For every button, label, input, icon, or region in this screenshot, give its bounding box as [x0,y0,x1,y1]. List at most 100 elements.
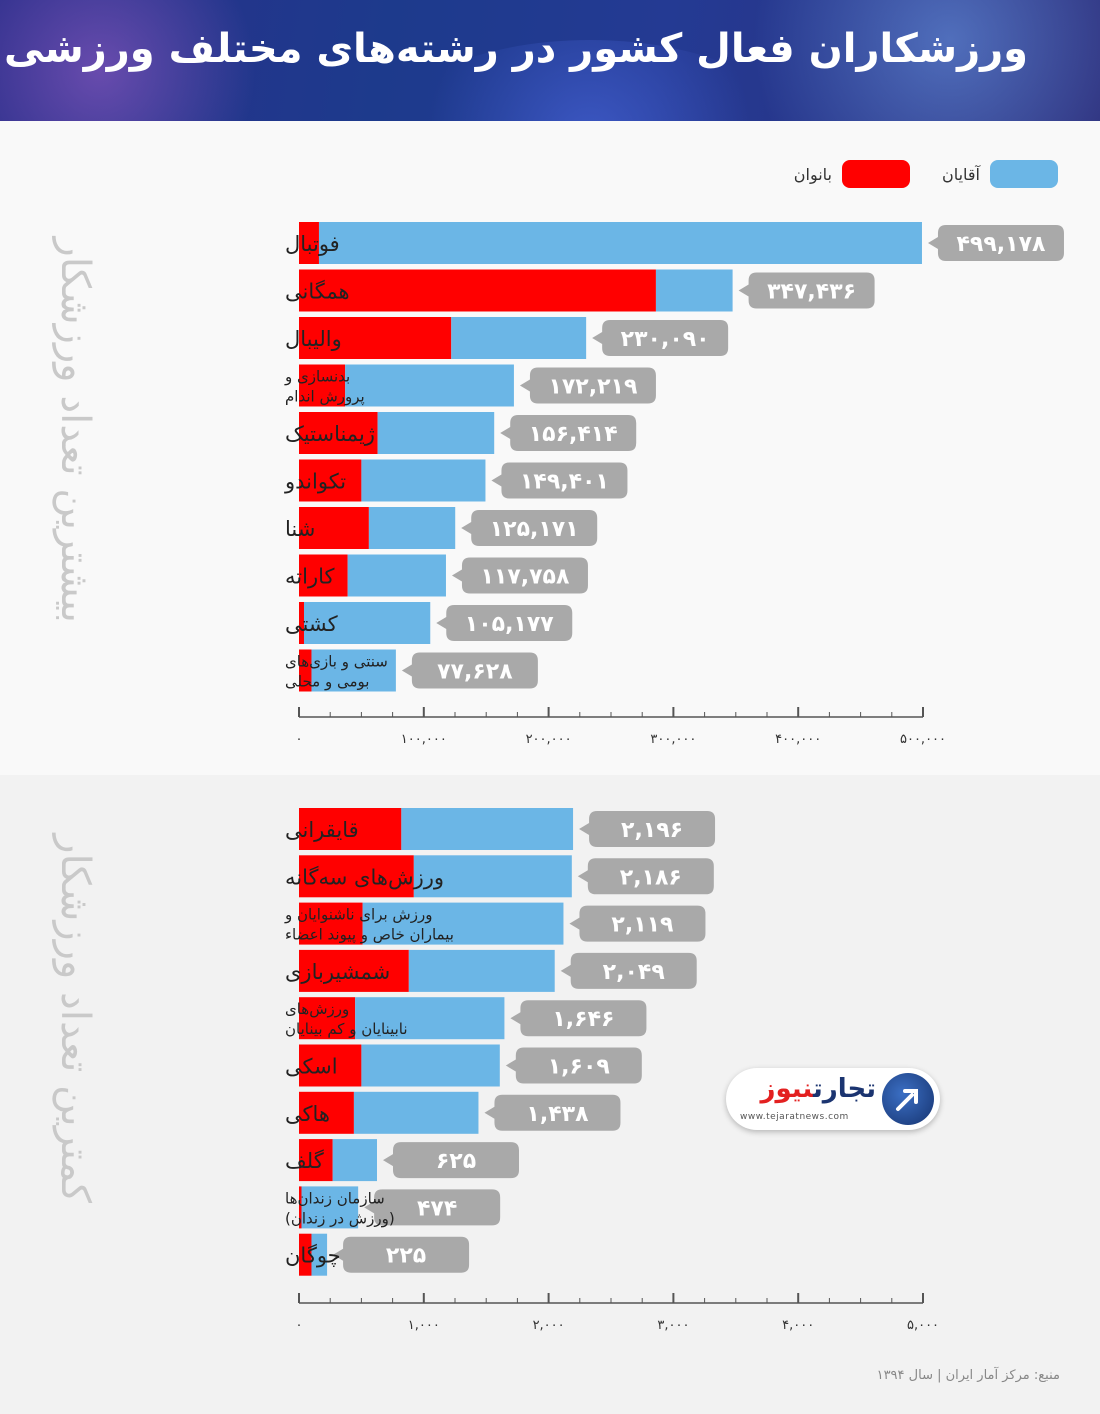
bar-men-6 [361,1044,500,1087]
header-decoration [700,0,1100,121]
bar-women-1 [299,808,402,850]
value-callout-3 [592,320,729,356]
category-label-4: بدنسازی و پرورش اندام [284,368,365,407]
data-label-5: ۱,۶۴۶ [552,1007,614,1032]
x-tick-label-4: ۳۰۰,۰۰۰ [650,732,696,747]
bar-women-3 [299,902,363,945]
logo-text-part1: تجارت [813,1074,876,1104]
value-callout-7 [461,510,598,546]
category-label-line: بومی و محلی [285,673,369,691]
logo-text-part2: نیوز [760,1074,814,1104]
category-label-4: شمشیربازی [285,960,390,984]
data-label-1: ۴۹۹,۱۷۸ [957,232,1046,257]
bar-women-10 [299,1233,312,1276]
data-label-4: ۱۷۲,۲۱۹ [548,375,637,400]
bar-men-10 [311,1233,328,1276]
x-tick-label-3: ۲۰۰,۰۰۰ [526,732,572,747]
bar-women-9 [299,602,304,644]
data-label-4: ۲,۰۴۹ [603,960,665,985]
category-label-9: کشتی [285,612,338,636]
category-label-6: اسکی [285,1055,338,1079]
legend-women: بانوان [794,160,910,188]
bar-men-7 [353,1091,479,1134]
value-callout-8 [383,1142,519,1179]
legend-women-label: بانوان [793,164,832,184]
category-label-line: ورزش برای ناشنوایان و [284,906,432,924]
category-label-3: والیبال [285,327,342,351]
bar-men-4 [345,364,514,407]
data-label-8: ۶۲۵ [436,1149,476,1174]
bar-men-1 [318,222,922,264]
x-tick-label-5: ۴,۰۰۰ [782,1318,814,1333]
x-tick-label-3: ۲,۰۰۰ [533,1318,565,1333]
bar-women-10 [299,649,312,692]
bar-women-7 [299,507,369,549]
data-label-2: ۳۴۷,۴۳۶ [767,280,856,305]
category-label-1: فوتبال [285,232,340,256]
bar-women-9 [299,1186,302,1229]
category-label-5: ژیمناستیک [285,422,375,446]
value-callout-4 [560,952,697,989]
bar-women-2 [299,269,656,312]
data-label-2: ۲,۱۸۶ [620,865,682,890]
data-label-10: ۲۲۵ [386,1244,426,1269]
value-callout-5 [510,1000,647,1037]
category-label-3: ورزش برای ناشنوایان و بیماران خاص و پیوند… [284,906,454,945]
category-label-6: تکواندو [284,470,346,494]
legend-men-swatch [990,160,1058,188]
bar-women-6 [299,459,362,502]
bar-women-8 [299,554,348,597]
bar-men-4 [408,949,555,992]
value-callout-5 [500,415,637,451]
bar-women-5 [299,997,356,1040]
data-label-10: ۷۷,۶۲۸ [437,660,513,685]
value-callout-9 [436,605,573,641]
data-label-8: ۱۱۷,۷۵۸ [480,565,569,590]
bar-women-4 [299,364,346,407]
value-callout-8 [451,557,588,594]
data-label-9: ۱۰۵,۱۷۷ [465,612,554,637]
bar-men-2 [655,269,733,312]
value-callout-7 [484,1094,621,1131]
value-callout-2 [577,858,714,895]
bar-men-8 [347,554,446,597]
header-banner: ورزشکاران فعال کشور در رشته‌های مختلف ور… [0,0,1100,121]
publisher-logo: تجارتنیوز www.tejaratnews.com [726,1068,940,1130]
bar-women-7 [299,1091,354,1134]
bar-women-2 [299,855,414,898]
category-label-7: هاکی [285,1102,330,1126]
data-label-3: ۲۳۰,۰۹۰ [621,327,710,352]
bar-men-3 [362,902,564,945]
category-label-2: همگانی [285,280,350,304]
data-label-9: ۴۷۴ [417,1196,457,1221]
category-label-10: چوگان [285,1244,341,1268]
bar-women-8 [299,1139,333,1182]
data-label-6: ۱۴۹,۴۰۱ [520,470,609,495]
legend-men-label: آقایان [941,164,980,184]
category-label-5: ورزش‌های نابینایان و کم بینایان [285,1000,408,1038]
value-callout-10 [401,652,538,689]
bar-men-8 [332,1139,377,1182]
bar-women-5 [299,412,378,454]
data-label-7: ۱۲۵,۱۷۱ [490,517,579,542]
category-label-line: ورزش‌های [285,1000,349,1018]
category-label-8: گلف [285,1149,324,1173]
data-label-7: ۱,۴۳۸ [526,1102,589,1127]
x-tick-label-2: ۱,۰۰۰ [408,1318,440,1333]
data-label-3: ۲,۱۱۹ [611,913,673,938]
bar-women-1 [299,222,319,264]
category-label-8: کاراته [285,565,334,589]
x-tick-label-2: ۱۰۰,۰۰۰ [401,732,447,747]
bar-men-1 [401,808,574,850]
bar-men-10 [311,649,396,692]
bar-women-3 [299,317,452,359]
category-label-10: سنتی و بازی‌های بومی و محلی [285,653,388,691]
value-callout-9 [364,1189,501,1226]
x-tick-label-1: ۰ [296,1318,303,1333]
logo-emblem-icon [882,1073,934,1125]
x-tick-label-6: ۵۰۰,۰۰۰ [900,732,946,747]
value-callout-6 [505,1047,642,1084]
category-label-line: (ورزش در زندان) [285,1209,395,1227]
category-label-line: بدنسازی و [284,368,350,386]
